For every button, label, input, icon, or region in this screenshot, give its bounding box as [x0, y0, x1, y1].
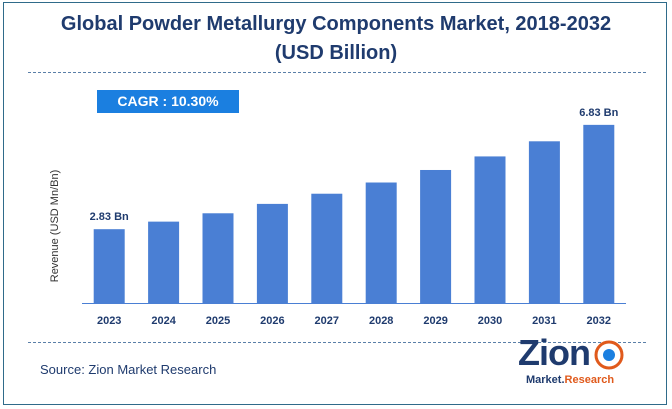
bar-2030 — [474, 156, 506, 303]
zion-logo: Zion Market.Research — [512, 332, 632, 394]
logo-sub-main: Market. — [526, 374, 565, 386]
chart-title-line2: (USD Billion) — [274, 42, 398, 64]
logo-word: Zion — [518, 332, 591, 373]
bar-2027 — [311, 193, 343, 303]
logo-globe-icon — [594, 340, 624, 370]
data-label-2032: 6.83 Bn — [579, 107, 618, 119]
chart-title-line1: Global Powder Metallurgy Components Mark… — [60, 13, 612, 35]
data-label-2023: 2.83 Bn — [90, 211, 129, 223]
x-tick-label-2030: 2030 — [478, 315, 502, 327]
x-tick-label-2025: 2025 — [206, 315, 230, 327]
footer-separator — [28, 342, 646, 343]
bar-2031 — [528, 141, 560, 303]
bar-2025 — [202, 213, 234, 303]
x-tick-label-2027: 2027 — [315, 315, 339, 327]
cagr-badge: CAGR : 10.30% — [97, 90, 239, 113]
x-tick-label-2029: 2029 — [423, 315, 447, 327]
chart-title: Global Powder Metallurgy Components Mark… — [0, 10, 672, 68]
title-separator — [28, 72, 646, 73]
x-tick-label-2032: 2032 — [587, 315, 611, 327]
bar-2026 — [256, 203, 288, 303]
x-tick-label-2026: 2026 — [260, 315, 284, 327]
logo-subtitle: Market.Research — [526, 374, 614, 386]
bar-2024 — [148, 221, 180, 303]
x-tick-label-2028: 2028 — [369, 315, 393, 327]
bar-2029 — [420, 169, 452, 303]
x-tick-label-2024: 2024 — [151, 315, 176, 327]
logo-sub-accent: Research — [564, 374, 615, 386]
bar-2028 — [365, 182, 397, 303]
bar-2032 — [583, 124, 615, 304]
source-note: Source: Zion Market Research — [40, 362, 217, 377]
x-tick-label-2031: 2031 — [532, 315, 556, 327]
x-tick-label-2023: 2023 — [97, 315, 121, 327]
bar-2023 — [93, 229, 125, 303]
